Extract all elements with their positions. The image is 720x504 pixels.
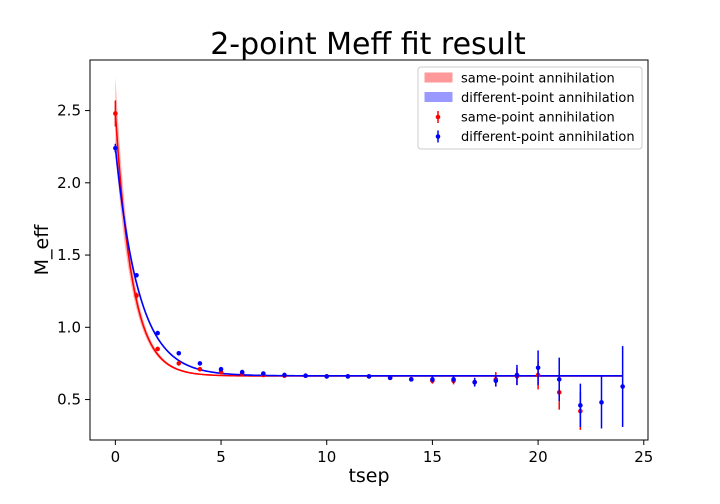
- x-tick-label: 0: [111, 448, 121, 466]
- point-marker: [430, 377, 435, 382]
- point-marker: [239, 369, 245, 375]
- point-marker: [556, 377, 562, 382]
- point-marker: [113, 111, 118, 116]
- data-point: [134, 292, 139, 299]
- x-tick-label: 15: [423, 448, 442, 466]
- data-point: [197, 361, 203, 366]
- point-marker: [493, 378, 499, 384]
- data-point: [430, 376, 435, 383]
- legend-entry: different-point annihilation: [435, 130, 635, 145]
- x-tick-label: 10: [317, 448, 336, 466]
- legend-label: same-point annihilation: [461, 72, 615, 87]
- fit-curve-1: [114, 147, 623, 377]
- point-marker: [514, 372, 520, 378]
- point-marker: [134, 272, 139, 278]
- fit-curve-0: [114, 112, 623, 377]
- data-point: [493, 374, 499, 387]
- x-tick-label: 20: [529, 448, 548, 466]
- point-marker: [176, 351, 182, 356]
- legend-band-swatch: [424, 92, 453, 102]
- data-point: [134, 272, 139, 278]
- plot-frame: [89, 59, 649, 441]
- legend: same-point annihilation different-point a…: [417, 66, 643, 150]
- point-marker: [282, 372, 287, 378]
- legend-label: different-point annihilation: [461, 91, 635, 106]
- x-axis-label: tsep: [348, 465, 389, 487]
- fit-band-1: [115, 138, 623, 377]
- data-point: [387, 375, 393, 381]
- point-marker: [408, 377, 414, 382]
- point-marker: [535, 365, 541, 371]
- data-point: [345, 374, 351, 379]
- y-tick-label: 0.5: [57, 391, 81, 409]
- legend-entry: same-point annihilation: [435, 111, 615, 126]
- point-marker: [324, 374, 330, 379]
- data-point: [599, 376, 604, 429]
- y-axis-ticks: 0.5 1.0 1.5 2.0 2.5: [57, 102, 90, 409]
- data-point: [155, 346, 160, 352]
- data-point: [113, 143, 118, 153]
- point-marker: [578, 403, 583, 408]
- point-marker: [387, 375, 393, 381]
- point-marker: [197, 361, 203, 366]
- data-point: [408, 377, 414, 382]
- y-tick-label: 2.0: [57, 174, 81, 192]
- point-marker: [451, 377, 456, 382]
- data-point: [261, 371, 266, 376]
- legend-entry: same-point annihilation: [424, 72, 615, 87]
- point-marker: [261, 371, 266, 376]
- y-tick-label: 2.5: [57, 102, 81, 120]
- legend-entry: different-point annihilation: [424, 91, 635, 106]
- legend-marker-swatch: [435, 114, 441, 120]
- fit-curves: [114, 112, 623, 377]
- data-point: [556, 357, 562, 401]
- point-marker: [599, 400, 604, 405]
- data-point: [155, 330, 160, 336]
- data-point: [218, 366, 224, 372]
- data-points: [113, 100, 625, 430]
- point-marker: [155, 346, 160, 352]
- legend-marker-swatch: [435, 134, 441, 139]
- legend-label: different-point annihilation: [461, 130, 635, 145]
- legend-band-swatch: [424, 72, 453, 83]
- y-tick-label: 1.0: [57, 318, 81, 336]
- data-point: [113, 100, 118, 127]
- data-point: [239, 369, 245, 375]
- point-marker: [176, 361, 182, 366]
- point-marker: [155, 330, 160, 336]
- point-marker: [472, 379, 477, 385]
- data-point: [578, 383, 583, 427]
- x-tick-label: 25: [634, 448, 653, 466]
- point-marker: [197, 366, 203, 372]
- data-point: [303, 373, 308, 379]
- data-point: [366, 374, 372, 379]
- point-marker: [303, 373, 308, 379]
- legend-box: [417, 66, 643, 150]
- data-point: [514, 364, 520, 386]
- data-point: [451, 375, 456, 383]
- point-marker: [113, 145, 118, 151]
- y-tick-label: 1.5: [57, 246, 81, 264]
- point-marker: [345, 374, 351, 379]
- data-point: [472, 377, 477, 387]
- point-marker: [620, 384, 625, 389]
- point-marker: [218, 366, 224, 372]
- point-marker: [134, 293, 139, 298]
- x-tick-label: 5: [216, 448, 226, 466]
- data-point: [176, 351, 182, 356]
- y-axis-label: M_eff: [31, 224, 53, 276]
- point-marker: [366, 374, 372, 379]
- x-axis-ticks: 0 5 10 15 20 25: [111, 440, 653, 466]
- chart-title: 2-point Meff fit result: [210, 27, 526, 62]
- data-point: [535, 350, 541, 386]
- data-point: [324, 374, 330, 379]
- data-point: [282, 372, 287, 378]
- legend-label: same-point annihilation: [461, 111, 615, 126]
- data-point: [197, 366, 203, 372]
- data-point: [620, 346, 625, 427]
- data-point: [176, 361, 182, 366]
